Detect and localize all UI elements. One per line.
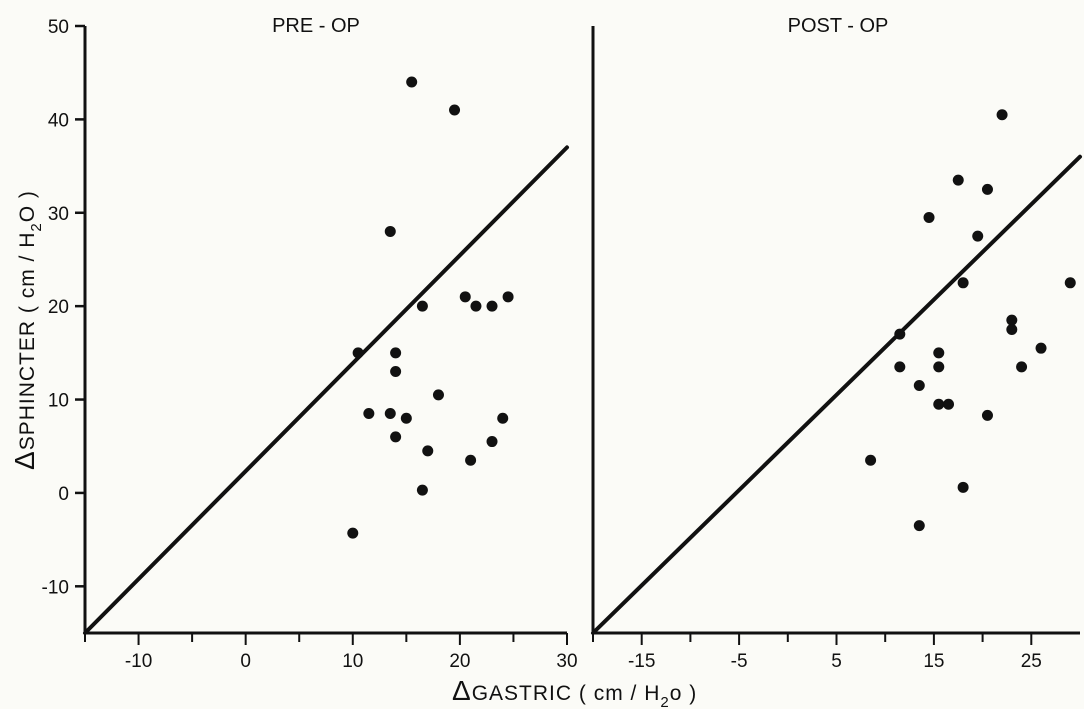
data-point [486, 300, 498, 312]
data-point [384, 408, 396, 420]
pre-op-panel: PRE - OP -10 0 10 20 30 -10 0 10 20 30 40 50 [42, 15, 578, 672]
data-point [363, 408, 375, 420]
data-point [1006, 324, 1018, 335]
y-tick-label: 20 [48, 297, 69, 318]
data-point [422, 445, 434, 457]
y-tick-label: -10 [42, 577, 69, 598]
data-point [865, 454, 877, 466]
data-point [894, 361, 906, 373]
reference-line [591, 154, 1082, 635]
data-point [416, 484, 428, 496]
data-point [384, 225, 396, 237]
data-point [352, 347, 364, 359]
data-point [390, 431, 402, 443]
panel-title: PRE - OP [272, 15, 360, 37]
data-point [486, 436, 498, 448]
data-point [406, 76, 418, 88]
data-point [502, 291, 514, 303]
y-tick-label: 0 [58, 484, 69, 505]
data-point [1035, 342, 1047, 354]
panel-title: POST - OP [788, 15, 889, 37]
x-axis-delta: Δ [452, 675, 472, 706]
data-point [913, 520, 925, 532]
data-point [1064, 277, 1076, 289]
data-point [894, 328, 906, 340]
reference-line [83, 145, 569, 635]
y-tick-label: 30 [48, 204, 69, 225]
x-tick-label: 20 [449, 651, 470, 672]
data-point [933, 347, 945, 359]
data-point [1016, 361, 1028, 373]
y-tick-label: 40 [48, 110, 69, 131]
data-point [943, 398, 955, 410]
data-point [432, 389, 444, 401]
x-tick-label: 5 [831, 651, 842, 672]
y-axis-subscript: 2 [28, 222, 45, 231]
x-tick-label: 10 [342, 651, 363, 672]
x-tick-label: 25 [1021, 651, 1042, 672]
data-point [923, 211, 935, 223]
x-tick-label: -5 [731, 651, 748, 672]
data-point [972, 230, 984, 242]
data-point [449, 104, 461, 116]
data-point [400, 412, 412, 424]
data-point [981, 183, 993, 195]
data-point [470, 300, 482, 312]
data-point [981, 409, 993, 421]
data-point [459, 291, 471, 303]
data-point [390, 347, 402, 359]
x-tick-label: 0 [240, 651, 251, 672]
data-point [996, 109, 1008, 121]
x-axis-label: ΔGASTRIC ( cm / H2o ) [452, 675, 697, 709]
x-axis-subscript: 2 [660, 694, 669, 709]
x-tick-label: 15 [923, 651, 944, 672]
y-axis-delta: Δ [9, 450, 40, 470]
data-point [933, 398, 945, 410]
y-tick-label: 50 [48, 17, 69, 38]
x-tick-label: 30 [556, 651, 577, 672]
data-point [416, 300, 428, 312]
data-point [913, 380, 925, 392]
x-tick-label: -10 [125, 651, 152, 672]
data-point [957, 481, 969, 493]
data-point [347, 527, 359, 539]
y-axis-label: ΔSPHINCTER ( cm / H2O ) [9, 190, 45, 470]
data-point [933, 361, 945, 373]
data-point [390, 366, 402, 378]
x-tick-label: -15 [628, 651, 655, 672]
data-point [465, 454, 477, 466]
y-tick-label: 10 [48, 391, 69, 412]
data-point [952, 174, 964, 186]
data-point [497, 412, 509, 424]
post-op-panel: POST - OP -15 -5 5 15 25 [591, 15, 1082, 672]
data-point [957, 277, 969, 289]
data-point [1006, 314, 1018, 326]
